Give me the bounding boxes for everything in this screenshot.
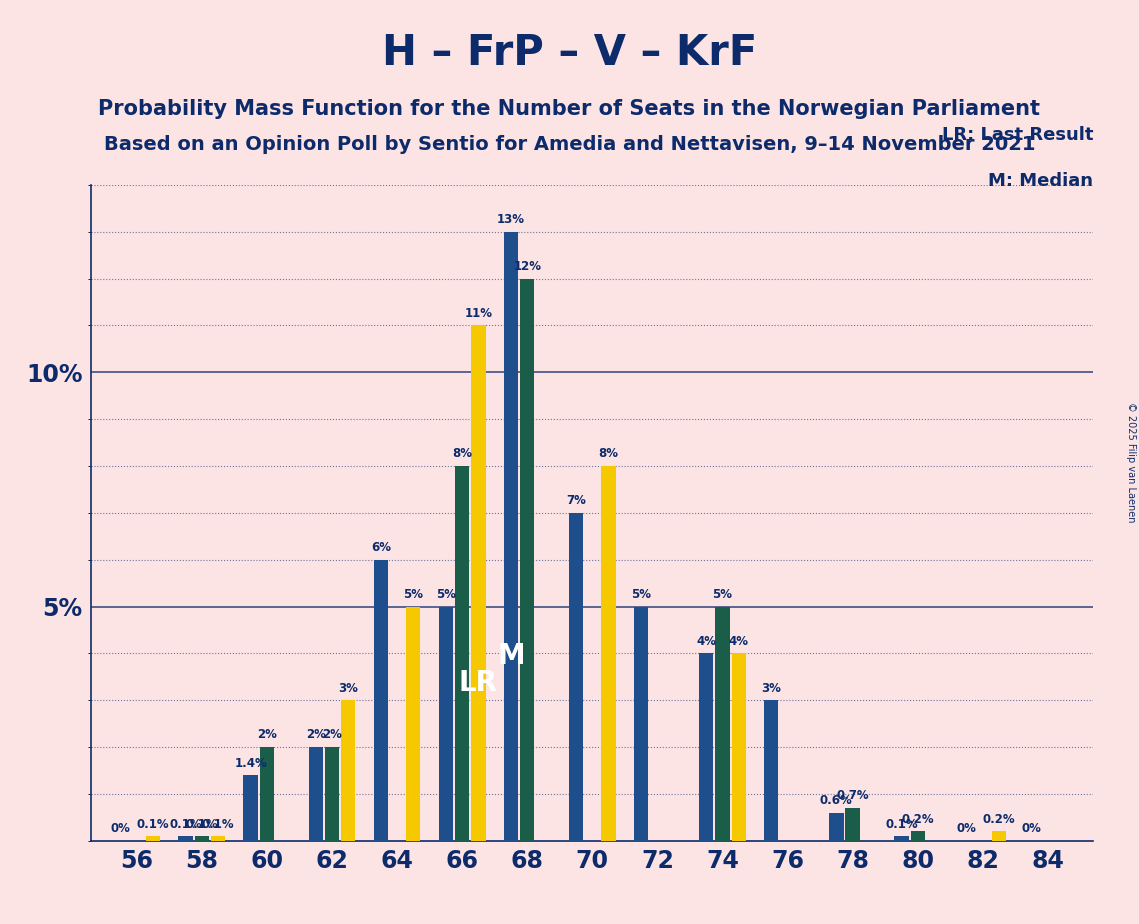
Text: 0%: 0% bbox=[1022, 822, 1041, 835]
Bar bbox=[407, 606, 420, 841]
Text: M: Median: M: Median bbox=[989, 172, 1093, 189]
Text: © 2025 Filip van Laenen: © 2025 Filip van Laenen bbox=[1126, 402, 1136, 522]
Text: 2%: 2% bbox=[322, 728, 342, 741]
Text: 2%: 2% bbox=[257, 728, 277, 741]
Text: 0.7%: 0.7% bbox=[836, 789, 869, 802]
Text: 11%: 11% bbox=[465, 307, 492, 320]
Bar bbox=[146, 836, 161, 841]
Bar bbox=[325, 748, 339, 841]
Text: 5%: 5% bbox=[403, 588, 424, 601]
Bar bbox=[472, 325, 485, 841]
Text: LR: Last Result: LR: Last Result bbox=[942, 126, 1093, 144]
Text: 12%: 12% bbox=[514, 260, 541, 273]
Text: 1.4%: 1.4% bbox=[235, 757, 267, 770]
Bar bbox=[699, 653, 713, 841]
Bar bbox=[894, 836, 909, 841]
Bar bbox=[568, 513, 583, 841]
Text: 8%: 8% bbox=[452, 447, 472, 460]
Text: 3%: 3% bbox=[761, 682, 781, 695]
Text: 4%: 4% bbox=[729, 635, 748, 648]
Text: H – FrP – V – KrF: H – FrP – V – KrF bbox=[382, 32, 757, 74]
Text: 0.1%: 0.1% bbox=[202, 818, 235, 831]
Text: 5%: 5% bbox=[436, 588, 456, 601]
Bar bbox=[910, 832, 925, 841]
Bar bbox=[731, 653, 746, 841]
Bar bbox=[715, 606, 730, 841]
Text: 6%: 6% bbox=[371, 541, 391, 554]
Text: 4%: 4% bbox=[696, 635, 716, 648]
Text: 0%: 0% bbox=[110, 822, 130, 835]
Text: 0%: 0% bbox=[957, 822, 976, 835]
Bar bbox=[845, 808, 860, 841]
Text: 0.2%: 0.2% bbox=[983, 813, 1015, 826]
Text: M: M bbox=[497, 642, 525, 670]
Bar bbox=[374, 560, 388, 841]
Text: Based on an Opinion Poll by Sentio for Amedia and Nettavisen, 9–14 November 2021: Based on an Opinion Poll by Sentio for A… bbox=[104, 135, 1035, 154]
Bar bbox=[764, 700, 778, 841]
Bar bbox=[195, 836, 208, 841]
Text: 0.1%: 0.1% bbox=[885, 818, 918, 831]
Bar bbox=[260, 748, 274, 841]
Text: Probability Mass Function for the Number of Seats in the Norwegian Parliament: Probability Mass Function for the Number… bbox=[98, 99, 1041, 119]
Bar bbox=[503, 232, 518, 841]
Bar bbox=[454, 466, 469, 841]
Text: 0.2%: 0.2% bbox=[901, 813, 934, 826]
Text: 5%: 5% bbox=[713, 588, 732, 601]
Text: 0.1%: 0.1% bbox=[170, 818, 202, 831]
Bar bbox=[634, 606, 648, 841]
Bar bbox=[439, 606, 453, 841]
Text: LR: LR bbox=[459, 668, 498, 697]
Text: 2%: 2% bbox=[305, 728, 326, 741]
Bar bbox=[244, 775, 257, 841]
Bar bbox=[601, 466, 616, 841]
Text: 0.6%: 0.6% bbox=[820, 794, 853, 807]
Text: 0.1%: 0.1% bbox=[186, 818, 218, 831]
Bar bbox=[179, 836, 192, 841]
Text: 0.1%: 0.1% bbox=[137, 818, 170, 831]
Bar bbox=[992, 832, 1006, 841]
Text: 7%: 7% bbox=[566, 494, 585, 507]
Bar bbox=[829, 813, 844, 841]
Text: 3%: 3% bbox=[338, 682, 358, 695]
Text: 13%: 13% bbox=[497, 213, 525, 226]
Text: 8%: 8% bbox=[599, 447, 618, 460]
Bar bbox=[309, 748, 322, 841]
Bar bbox=[211, 836, 226, 841]
Bar bbox=[341, 700, 355, 841]
Bar bbox=[521, 278, 534, 841]
Text: 5%: 5% bbox=[631, 588, 652, 601]
